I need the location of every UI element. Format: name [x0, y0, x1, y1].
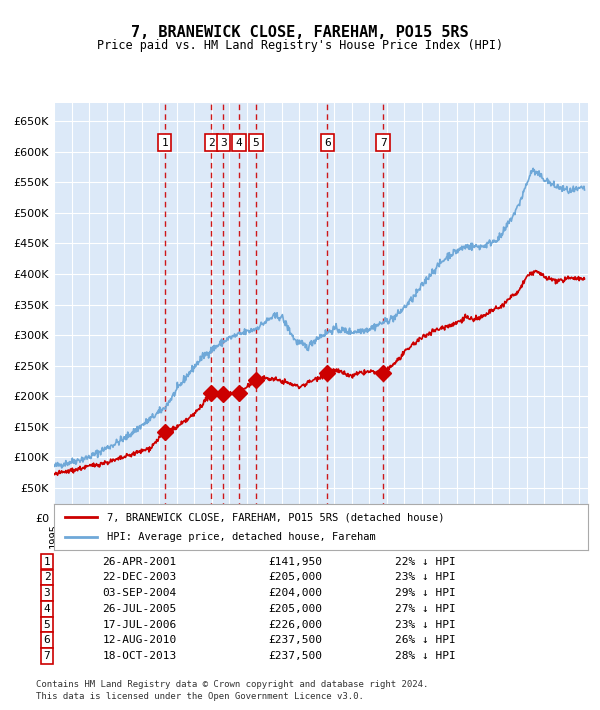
- Text: 27% ↓ HPI: 27% ↓ HPI: [395, 604, 455, 614]
- Text: £237,500: £237,500: [268, 651, 322, 661]
- Text: Price paid vs. HM Land Registry's House Price Index (HPI): Price paid vs. HM Land Registry's House …: [97, 39, 503, 52]
- Text: 26% ↓ HPI: 26% ↓ HPI: [395, 635, 455, 645]
- Text: 12-AUG-2010: 12-AUG-2010: [102, 635, 176, 645]
- Text: 2: 2: [208, 138, 215, 148]
- Text: Contains HM Land Registry data © Crown copyright and database right 2024.: Contains HM Land Registry data © Crown c…: [36, 680, 428, 689]
- Text: 23% ↓ HPI: 23% ↓ HPI: [395, 572, 455, 582]
- Text: £141,950: £141,950: [268, 557, 322, 567]
- Text: 22% ↓ HPI: 22% ↓ HPI: [395, 557, 455, 567]
- Text: This data is licensed under the Open Government Licence v3.0.: This data is licensed under the Open Gov…: [36, 692, 364, 701]
- Text: 3: 3: [220, 138, 227, 148]
- Text: 7, BRANEWICK CLOSE, FAREHAM, PO15 5RS: 7, BRANEWICK CLOSE, FAREHAM, PO15 5RS: [131, 25, 469, 40]
- Text: 3: 3: [44, 588, 50, 598]
- Text: £237,500: £237,500: [268, 635, 322, 645]
- Text: £205,000: £205,000: [268, 604, 322, 614]
- Text: HPI: Average price, detached house, Fareham: HPI: Average price, detached house, Fare…: [107, 532, 376, 542]
- Text: 17-JUL-2006: 17-JUL-2006: [102, 620, 176, 630]
- Text: £205,000: £205,000: [268, 572, 322, 582]
- Text: 1: 1: [161, 138, 168, 148]
- Text: 29% ↓ HPI: 29% ↓ HPI: [395, 588, 455, 598]
- Text: 4: 4: [236, 138, 242, 148]
- Text: 6: 6: [324, 138, 331, 148]
- Text: 26-APR-2001: 26-APR-2001: [102, 557, 176, 567]
- Text: 22-DEC-2003: 22-DEC-2003: [102, 572, 176, 582]
- Text: 28% ↓ HPI: 28% ↓ HPI: [395, 651, 455, 661]
- Text: 5: 5: [44, 620, 50, 630]
- Text: 2: 2: [44, 572, 50, 582]
- Text: 6: 6: [44, 635, 50, 645]
- Text: £226,000: £226,000: [268, 620, 322, 630]
- Text: 23% ↓ HPI: 23% ↓ HPI: [395, 620, 455, 630]
- Text: 1: 1: [44, 557, 50, 567]
- Text: 7: 7: [380, 138, 386, 148]
- Text: 18-OCT-2013: 18-OCT-2013: [102, 651, 176, 661]
- Text: 5: 5: [253, 138, 259, 148]
- Text: 7: 7: [44, 651, 50, 661]
- Text: 7, BRANEWICK CLOSE, FAREHAM, PO15 5RS (detached house): 7, BRANEWICK CLOSE, FAREHAM, PO15 5RS (d…: [107, 512, 445, 522]
- Text: 26-JUL-2005: 26-JUL-2005: [102, 604, 176, 614]
- Text: £204,000: £204,000: [268, 588, 322, 598]
- Text: 03-SEP-2004: 03-SEP-2004: [102, 588, 176, 598]
- Text: 4: 4: [44, 604, 50, 614]
